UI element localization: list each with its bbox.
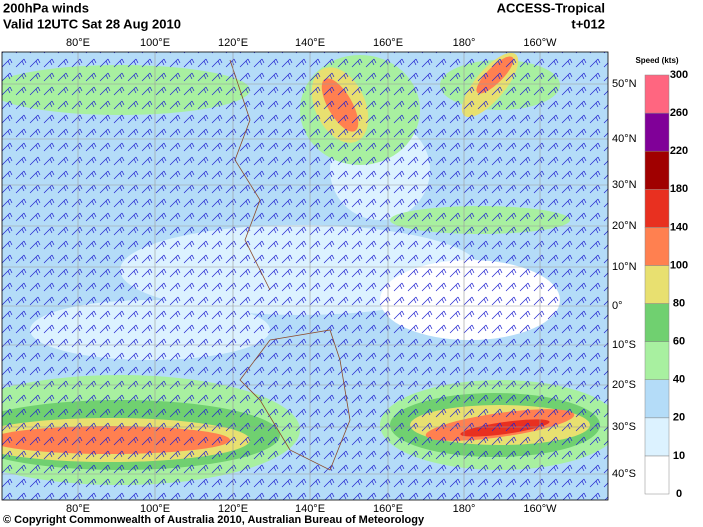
colorbar-band: [644, 417, 670, 457]
latitude-label: 0°: [612, 300, 623, 312]
colorbar-band: [644, 265, 670, 304]
map-labels: 80°E 80°E 100°E 100°E 120°E 120°E 140°E 140°E 16…: [66, 37, 637, 515]
latitude-label: 20°N: [612, 220, 637, 232]
colorbar-label: 300: [670, 69, 688, 81]
longitude-label: 160°E: [373, 37, 403, 49]
latitude-label: 40°S: [612, 468, 636, 480]
colorbar-band: [644, 150, 670, 190]
latitude-label: 20°S: [612, 379, 636, 391]
colorbar-label: 80: [673, 297, 685, 309]
colorbar-band: [644, 341, 670, 380]
colorbar-label: 40: [673, 374, 685, 386]
colorbar-band: [644, 303, 670, 342]
model: ACCESS-Tropical: [497, 0, 605, 15]
longitude-label: 120°E: [218, 37, 248, 49]
colorbar-label: 220: [670, 145, 688, 157]
colorbar-label: 140: [670, 221, 688, 233]
colorbar-band: [644, 379, 670, 419]
colorbar-title: Speed (kts): [635, 56, 678, 65]
longitude-label: 80°E: [66, 503, 90, 515]
longitude-label: 160°E: [373, 503, 403, 515]
longitude-label: 140°E: [295, 37, 325, 49]
longitude-label: 100°E: [140, 37, 170, 49]
latitude-label: 10°S: [612, 339, 636, 351]
copyright: © Copyright Commonwealth of Australia 20…: [3, 514, 425, 526]
map: [2, 52, 608, 500]
colorbar-label: 10: [673, 450, 685, 462]
latitude-label: 50°N: [612, 78, 637, 90]
longitude-label: 180°: [453, 503, 476, 515]
valid-time: Valid 12UTC Sat 28 Aug 2010: [3, 16, 181, 31]
lead-time: t+012: [571, 16, 605, 31]
colorbar-label: 0: [676, 488, 682, 500]
longitude-label: 180°: [453, 37, 476, 49]
title: 200hPa winds: [3, 0, 89, 15]
colorbar-band: [644, 227, 670, 266]
colorbar-band: [644, 189, 670, 228]
graticule: [2, 52, 608, 500]
longitude-label: 100°E: [140, 503, 170, 515]
colorbar: Speed (kts) 0 10 20 40 60 80 100 140 180 220 260 30…: [635, 56, 688, 500]
colorbar-label: 20: [673, 412, 685, 424]
longitude-label: 120°E: [218, 503, 248, 515]
latitude-label: 40°N: [612, 133, 637, 145]
longitude-label: 160°W: [523, 503, 557, 515]
colorbar-label: 180: [670, 183, 688, 195]
colorbar-label: 260: [670, 107, 688, 119]
colorbar-label: 60: [673, 336, 685, 348]
map-frame: [1, 51, 609, 501]
latitude-label: 30°N: [612, 179, 637, 191]
colorbar-band: [644, 112, 670, 152]
longitude-label: 160°W: [523, 37, 557, 49]
colorbar-band: [644, 455, 670, 495]
colorbar-label: 100: [670, 259, 688, 271]
colorbar-band: [644, 74, 670, 114]
longitude-label: 140°E: [295, 503, 325, 515]
longitude-label: 80°E: [66, 37, 90, 49]
latitude-label: 30°S: [612, 421, 636, 433]
latitude-label: 10°N: [612, 261, 637, 273]
